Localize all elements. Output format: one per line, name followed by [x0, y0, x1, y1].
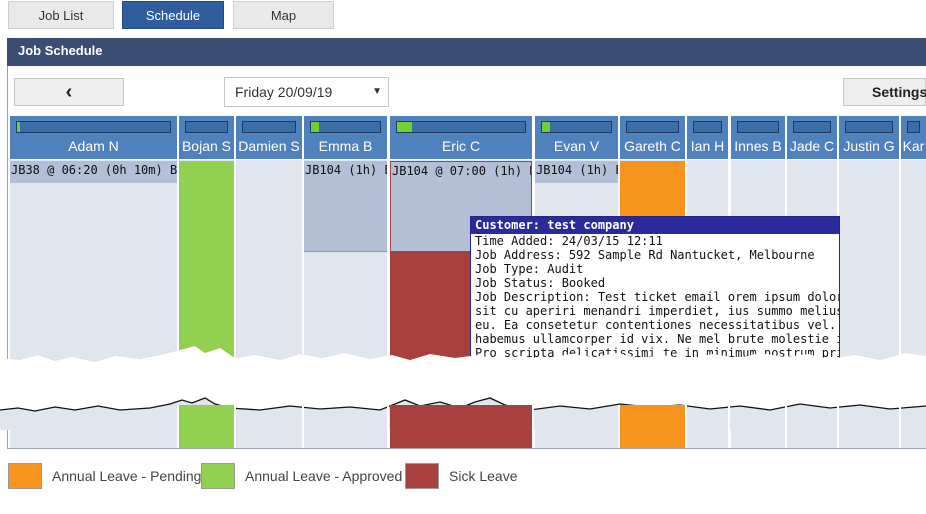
staff-column-header[interactable]: Kar	[901, 116, 926, 160]
tooltip-line: eu. Ea consetetur contentiones necessita…	[475, 318, 839, 332]
staff-name: Evan V	[553, 138, 600, 154]
staff-name: Kar	[902, 138, 925, 154]
staff-name: Gareth C	[624, 138, 681, 154]
job-label: JB38 @ 06:20 (0h 10m) B	[11, 163, 177, 177]
column-divider	[532, 405, 534, 448]
tab-schedule[interactable]: Schedule	[122, 1, 224, 29]
staff-name: Emma B	[318, 138, 373, 154]
capacity-bar	[793, 121, 831, 133]
staff-name: Damien S	[238, 138, 300, 154]
legend-label-pending: Annual Leave - Pending	[52, 468, 202, 484]
column-divider	[728, 405, 730, 448]
capacity-fill	[397, 122, 413, 132]
capacity-fill	[311, 122, 320, 132]
date-value: Friday 20/09/19	[235, 84, 333, 100]
capacity-bar	[185, 121, 228, 133]
sick-leave-block[interactable]	[390, 405, 532, 448]
legend-swatch-sick	[405, 463, 439, 489]
legend-swatch-pending	[8, 463, 42, 489]
job-tooltip: Customer: test company Time Added: 24/03…	[470, 216, 840, 366]
staff-column-header[interactable]: Jade C	[787, 116, 837, 160]
date-select[interactable]: Friday 20/09/19 ▼	[224, 77, 389, 107]
previous-day-button[interactable]: ‹	[14, 78, 124, 106]
capacity-bar	[737, 121, 779, 133]
capacity-bar	[310, 121, 381, 133]
job-block[interactable]: JB104 (1h) B	[304, 161, 387, 252]
capacity-bar	[242, 121, 296, 133]
tooltip-line: Time Added: 24/03/15 12:11	[475, 234, 663, 248]
capacity-bar	[907, 121, 920, 133]
staff-column-header[interactable]: Innes B	[731, 116, 785, 160]
staff-name: Eric C	[441, 138, 481, 154]
capacity-bar	[626, 121, 679, 133]
legend-label-approved: Annual Leave - Approved	[245, 468, 403, 484]
staff-name: Justin G	[843, 138, 895, 154]
tooltip-line: Job Description: Test ticket email orem …	[475, 290, 840, 304]
tooltip-line: Job Status: Booked	[475, 276, 606, 290]
tab-map[interactable]: Map	[233, 1, 334, 29]
staff-column-header[interactable]: Damien S	[236, 116, 302, 160]
capacity-fill	[542, 122, 551, 132]
capacity-bar	[396, 121, 526, 133]
tooltip-title: Customer: test company	[471, 217, 839, 234]
job-label: JB104 (1h) B	[305, 163, 387, 177]
column-divider	[899, 405, 901, 448]
staff-column-header[interactable]: Gareth C	[620, 116, 685, 160]
job-label: JB104 (1h) B	[536, 163, 618, 177]
staff-column-header[interactable]: Ian H	[687, 116, 728, 160]
column-divider	[685, 405, 687, 448]
leave-pending-block[interactable]	[620, 405, 685, 448]
job-block[interactable]: JB38 @ 06:20 (0h 10m) B	[10, 161, 177, 183]
staff-name: Adam N	[68, 138, 119, 154]
legend-label-sick: Sick Leave	[449, 468, 518, 484]
capacity-bar	[845, 121, 893, 133]
column-divider	[302, 405, 304, 448]
job-label: JB104 @ 07:00 (1h) B	[392, 164, 531, 178]
staff-name: Ian H	[690, 138, 725, 154]
staff-column-header[interactable]: Justin G	[839, 116, 899, 160]
staff-name: Innes B	[734, 138, 782, 154]
column-divider	[387, 405, 389, 448]
staff-name: Jade C	[789, 138, 835, 154]
tab-job-list[interactable]: Job List	[8, 1, 114, 29]
column-divider	[177, 405, 179, 448]
tooltip-line: Job Type: Audit	[475, 262, 584, 276]
column-divider	[785, 405, 787, 448]
capacity-bar	[16, 121, 171, 133]
staff-column-header[interactable]: Evan V	[535, 116, 618, 160]
column-divider	[837, 405, 839, 448]
job-block[interactable]: JB104 (1h) B	[535, 161, 618, 183]
column-divider	[234, 405, 236, 448]
leave-approved-block[interactable]	[179, 405, 234, 448]
settings-button[interactable]: Settings	[843, 78, 926, 106]
staff-column-header[interactable]: Emma B	[304, 116, 387, 160]
tooltip-line: Job Address: 592 Sample Rd Nantucket, Me…	[475, 248, 815, 262]
tooltip-line: sit cu aperiri menandri imperdiet, ius s…	[475, 304, 840, 318]
staff-name: Bojan S	[181, 138, 232, 154]
capacity-bar	[541, 121, 612, 133]
chevron-down-icon: ▼	[372, 86, 382, 97]
page-title: Job Schedule	[7, 38, 926, 66]
chevron-left-icon: ‹	[65, 81, 73, 103]
staff-column-header[interactable]: Eric C	[390, 116, 532, 160]
legend-swatch-approved	[201, 463, 235, 489]
capacity-bar	[693, 121, 722, 133]
column-divider	[618, 405, 620, 448]
staff-column-header[interactable]: Adam N	[10, 116, 177, 160]
staff-column-header[interactable]: Bojan S	[179, 116, 234, 160]
settings-label: Settings	[872, 84, 926, 100]
capacity-fill	[17, 122, 21, 132]
tooltip-line: habemus ullamcorper id vix. Ne mel brute…	[475, 332, 839, 346]
